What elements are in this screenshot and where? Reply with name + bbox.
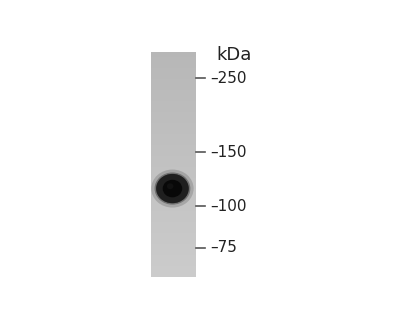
Text: –250: –250: [210, 71, 247, 86]
Text: –150: –150: [210, 145, 247, 160]
Ellipse shape: [156, 174, 189, 203]
Text: –75: –75: [210, 240, 237, 255]
Ellipse shape: [154, 172, 190, 205]
Ellipse shape: [151, 170, 194, 208]
Text: kDa: kDa: [217, 46, 252, 64]
Ellipse shape: [167, 183, 173, 189]
Text: –100: –100: [210, 199, 247, 214]
Ellipse shape: [163, 180, 182, 197]
Ellipse shape: [156, 174, 189, 203]
